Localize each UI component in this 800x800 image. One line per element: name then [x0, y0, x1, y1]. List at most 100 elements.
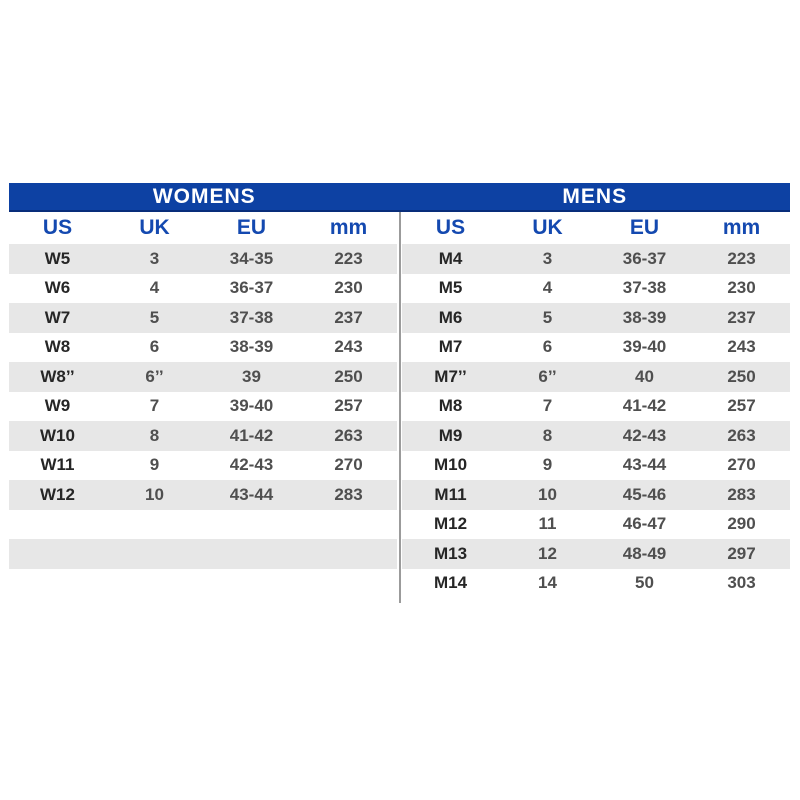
size-value: 6’’	[538, 366, 557, 386]
womens-column-header-row: US UK EU mm	[9, 212, 397, 244]
size-value: 6	[149, 337, 160, 357]
table-row: W5 3 34-35 223	[9, 244, 397, 274]
size-value: 283	[334, 484, 363, 504]
size-label: W8’’	[40, 366, 75, 386]
size-value: 6’’	[145, 366, 164, 386]
size-value: 9	[542, 455, 553, 475]
size-label: M12	[433, 514, 468, 534]
size-label: M11	[434, 484, 467, 504]
table-row: W9 7 39-40 257	[9, 392, 397, 422]
size-value: 297	[727, 543, 756, 563]
size-value: 243	[334, 337, 363, 357]
size-value: 37-38	[229, 307, 274, 327]
mens-rows: M4 3 36-37 223 M5 4 37-38 230 M6 5 38-39 237 M7 6 39-4…	[402, 244, 790, 598]
table-row: M8 7 41-42 257	[402, 392, 790, 422]
size-value: 41-42	[229, 425, 274, 445]
size-value: 12	[538, 543, 557, 563]
mens-section-title: MENS	[562, 184, 628, 208]
size-label: W6	[44, 278, 71, 298]
size-label: W10	[40, 425, 75, 445]
size-value: 243	[727, 337, 756, 357]
size-label: M7	[438, 337, 463, 357]
table-row: W10 8 41-42 263	[9, 421, 397, 451]
size-value: 257	[334, 396, 363, 416]
mens-size-table: US UK EU mm M4 3 36-37 223 M5 4 37-38 230 M6 5 38-39 2…	[402, 212, 790, 598]
size-value: 270	[727, 455, 756, 475]
size-value: 263	[727, 425, 756, 445]
size-value: 237	[334, 307, 363, 327]
size-value: 48-49	[622, 543, 667, 563]
size-value: 39-40	[622, 337, 667, 357]
womens-section-title: WOMENS	[152, 184, 256, 208]
size-value: 250	[334, 366, 363, 386]
size-label: M5	[438, 278, 463, 298]
table-row: M11 10 45-46 283	[402, 480, 790, 510]
column-header-mm: mm	[722, 216, 761, 239]
size-label: M10	[433, 455, 468, 475]
size-value: 230	[727, 278, 756, 298]
size-value: 250	[727, 366, 756, 386]
table-row: M7’’ 6’’ 40 250	[402, 362, 790, 392]
size-value: 223	[334, 248, 363, 268]
size-label: M9	[438, 425, 463, 445]
size-value: 7	[149, 396, 160, 416]
table-body-area: US UK EU mm W5 3 34-35 223 W6 4 36-37 230 W7 5 37-38 2…	[9, 212, 790, 603]
table-row: M14 14 50 303	[402, 569, 790, 599]
size-label: M6	[438, 307, 463, 327]
size-value: 223	[727, 248, 756, 268]
size-value: 10	[145, 484, 164, 504]
size-value: 43-44	[229, 484, 274, 504]
size-label: W12	[40, 484, 75, 504]
column-header-us: US	[435, 216, 466, 239]
table-row: M9 8 42-43 263	[402, 421, 790, 451]
size-value: 9	[149, 455, 160, 475]
size-value: 40	[635, 366, 654, 386]
size-value: 7	[542, 396, 553, 416]
size-value: 39-40	[229, 396, 274, 416]
womens-rows: W5 3 34-35 223 W6 4 36-37 230 W7 5 37-38 237 W8 6 38-3…	[9, 244, 397, 598]
table-row: W7 5 37-38 237	[9, 303, 397, 333]
size-value: 8	[542, 425, 553, 445]
section-title-bar: WOMENS MENS	[9, 183, 790, 212]
size-value: 230	[334, 278, 363, 298]
table-row: M6 5 38-39 237	[402, 303, 790, 333]
size-value: 257	[727, 396, 756, 416]
table-row	[9, 510, 397, 540]
size-value: 11	[538, 514, 557, 534]
size-value: 45-46	[622, 484, 667, 504]
table-row: W6 4 36-37 230	[9, 274, 397, 304]
size-value: 10	[538, 484, 557, 504]
size-value: 43-44	[622, 455, 667, 475]
size-value: 39	[242, 366, 261, 386]
size-value: 46-47	[622, 514, 667, 534]
size-value: 50	[635, 573, 654, 593]
column-header-eu: EU	[629, 216, 660, 239]
size-label: W8	[44, 337, 71, 357]
size-value: 6	[542, 337, 553, 357]
size-value: 36-37	[229, 278, 274, 298]
size-value: 42-43	[622, 425, 667, 445]
size-value: 41-42	[622, 396, 667, 416]
size-label: W5	[44, 248, 71, 268]
size-value: 303	[727, 573, 756, 593]
size-value: 263	[334, 425, 363, 445]
size-value: 36-37	[622, 248, 667, 268]
column-header-us: US	[42, 216, 73, 239]
size-value: 237	[727, 307, 756, 327]
size-value: 5	[542, 307, 553, 327]
size-label: W9	[44, 396, 71, 416]
column-header-uk: UK	[532, 216, 563, 239]
size-value: 290	[727, 514, 756, 534]
size-value: 5	[149, 307, 160, 327]
size-value: 283	[727, 484, 756, 504]
table-row: M7 6 39-40 243	[402, 333, 790, 363]
size-label: W7	[44, 307, 71, 327]
size-value: 3	[542, 248, 553, 268]
size-value: 37-38	[622, 278, 667, 298]
size-value: 42-43	[229, 455, 274, 475]
table-row: W8’’ 6’’ 39 250	[9, 362, 397, 392]
table-row	[9, 569, 397, 599]
size-value: 38-39	[622, 307, 667, 327]
table-row: W8 6 38-39 243	[9, 333, 397, 363]
vertical-divider	[398, 212, 401, 603]
